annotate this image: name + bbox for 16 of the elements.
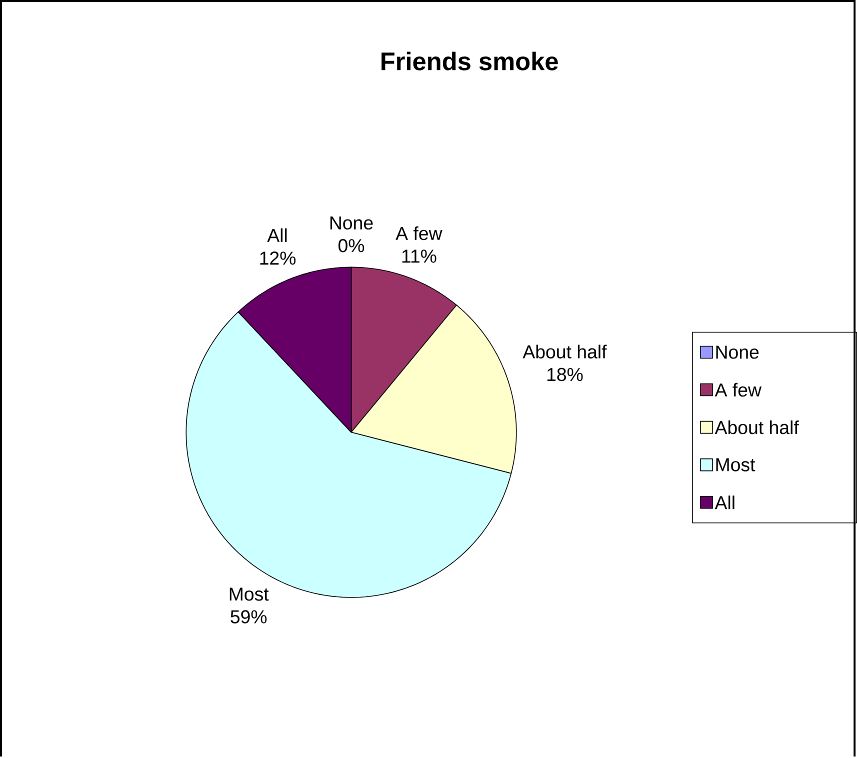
category-label: None [330, 216, 373, 230]
legend-label: All [714, 496, 734, 510]
slice-label: A few [396, 226, 442, 240]
slice-label: All [267, 228, 287, 242]
slice-label: About half [522, 344, 607, 359]
data-label: 18% [547, 368, 583, 382]
legend-label: Most [716, 458, 756, 472]
legend-label: A few [714, 383, 762, 397]
chart-title: Friends smoke [382, 52, 558, 71]
slice-label: Most [230, 588, 269, 601]
text: 0% [338, 239, 364, 252]
data-label: 11% [402, 250, 436, 263]
legend-label: None [716, 346, 759, 359]
data-label: 12% [260, 252, 296, 265]
data-label: 59% [230, 610, 267, 624]
legend-label: About half [714, 420, 799, 434]
